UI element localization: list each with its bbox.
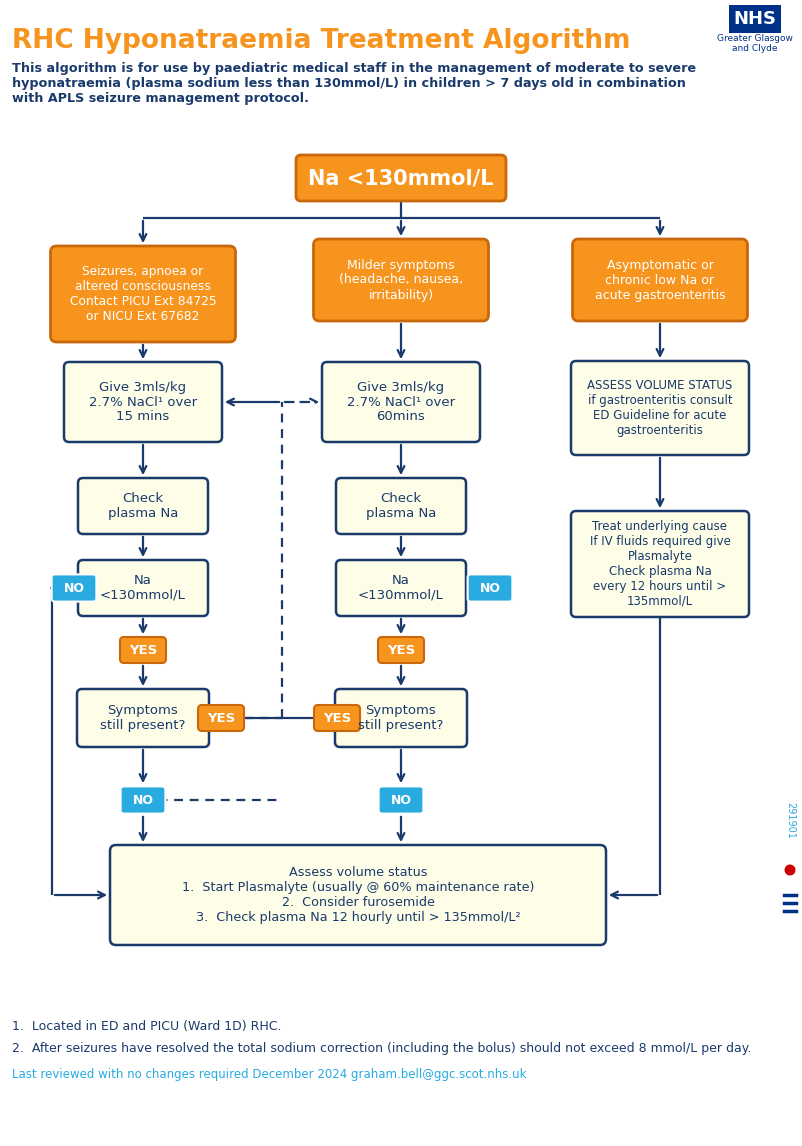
Text: RHC Hyponatraemia Treatment Algorithm: RHC Hyponatraemia Treatment Algorithm bbox=[12, 28, 630, 54]
FancyBboxPatch shape bbox=[119, 637, 166, 664]
FancyBboxPatch shape bbox=[110, 845, 606, 945]
FancyBboxPatch shape bbox=[335, 478, 465, 534]
Text: Last reviewed with no changes required December 2024 graham.bell@ggc.scot.nhs.uk: Last reviewed with no changes required D… bbox=[12, 1068, 526, 1081]
Text: Symptoms
still present?: Symptoms still present? bbox=[100, 704, 185, 732]
Text: YES: YES bbox=[322, 712, 350, 724]
FancyBboxPatch shape bbox=[198, 705, 244, 731]
Text: YES: YES bbox=[207, 712, 235, 724]
FancyBboxPatch shape bbox=[322, 362, 480, 442]
Text: Na <130mmol/L: Na <130mmol/L bbox=[308, 168, 493, 188]
FancyBboxPatch shape bbox=[64, 362, 221, 442]
Text: This algorithm is for use by paediatric medical staff in the management of moder: This algorithm is for use by paediatric … bbox=[12, 62, 695, 105]
FancyBboxPatch shape bbox=[78, 560, 208, 617]
Text: Na
<130mmol/L: Na <130mmol/L bbox=[100, 574, 186, 602]
FancyBboxPatch shape bbox=[51, 574, 96, 602]
Text: 1.  Located in ED and PICU (Ward 1D) RHC.: 1. Located in ED and PICU (Ward 1D) RHC. bbox=[12, 1020, 282, 1033]
FancyBboxPatch shape bbox=[378, 786, 423, 814]
Text: YES: YES bbox=[387, 644, 415, 657]
FancyBboxPatch shape bbox=[335, 560, 465, 617]
Circle shape bbox=[784, 864, 795, 876]
Text: NO: NO bbox=[63, 581, 84, 595]
FancyBboxPatch shape bbox=[120, 786, 165, 814]
Text: Asymptomatic or
chronic low Na or
acute gastroenteritis: Asymptomatic or chronic low Na or acute … bbox=[594, 259, 724, 301]
Text: 291901: 291901 bbox=[784, 801, 794, 839]
Text: YES: YES bbox=[128, 644, 157, 657]
Text: NO: NO bbox=[479, 581, 500, 595]
FancyBboxPatch shape bbox=[572, 240, 747, 321]
FancyBboxPatch shape bbox=[78, 478, 208, 534]
Text: ASSESS VOLUME STATUS
if gastroenteritis consult
ED Guideline for acute
gastroent: ASSESS VOLUME STATUS if gastroenteritis … bbox=[586, 379, 731, 437]
Text: Check
plasma Na: Check plasma Na bbox=[107, 492, 178, 520]
FancyBboxPatch shape bbox=[77, 689, 209, 747]
Text: NHS: NHS bbox=[732, 10, 776, 28]
Text: Milder symptoms
(headache, nausea,
irritability): Milder symptoms (headache, nausea, irrit… bbox=[338, 259, 463, 301]
FancyBboxPatch shape bbox=[51, 246, 235, 342]
FancyBboxPatch shape bbox=[296, 155, 505, 201]
FancyBboxPatch shape bbox=[570, 511, 748, 617]
FancyBboxPatch shape bbox=[334, 689, 467, 747]
FancyBboxPatch shape bbox=[314, 705, 359, 731]
Text: NO: NO bbox=[390, 793, 411, 807]
Text: Symptoms
still present?: Symptoms still present? bbox=[358, 704, 444, 732]
FancyBboxPatch shape bbox=[313, 240, 488, 321]
FancyBboxPatch shape bbox=[570, 361, 748, 455]
Text: Give 3mls/kg
2.7% NaCl¹ over
60mins: Give 3mls/kg 2.7% NaCl¹ over 60mins bbox=[346, 380, 455, 424]
Text: Assess volume status
1.  Start Plasmalyte (usually @ 60% maintenance rate)
2.  C: Assess volume status 1. Start Plasmalyte… bbox=[181, 866, 533, 924]
Text: Treat underlying cause
If IV fluids required give
Plasmalyte
Check plasma Na
eve: Treat underlying cause If IV fluids requ… bbox=[589, 520, 730, 609]
Text: NO: NO bbox=[132, 793, 153, 807]
FancyBboxPatch shape bbox=[467, 574, 512, 602]
FancyBboxPatch shape bbox=[378, 637, 423, 664]
Text: Give 3mls/kg
2.7% NaCl¹ over
15 mins: Give 3mls/kg 2.7% NaCl¹ over 15 mins bbox=[89, 380, 196, 424]
Text: Check
plasma Na: Check plasma Na bbox=[366, 492, 435, 520]
Text: Seizures, apnoea or
altered consciousness
Contact PICU Ext 84725
or NICU Ext 676: Seizures, apnoea or altered consciousnes… bbox=[70, 265, 216, 323]
Text: Na
<130mmol/L: Na <130mmol/L bbox=[358, 574, 444, 602]
Text: Greater Glasgow
and Clyde: Greater Glasgow and Clyde bbox=[716, 34, 792, 54]
Text: 2.  After seizures have resolved the total sodium correction (including the bolu: 2. After seizures have resolved the tota… bbox=[12, 1042, 751, 1055]
